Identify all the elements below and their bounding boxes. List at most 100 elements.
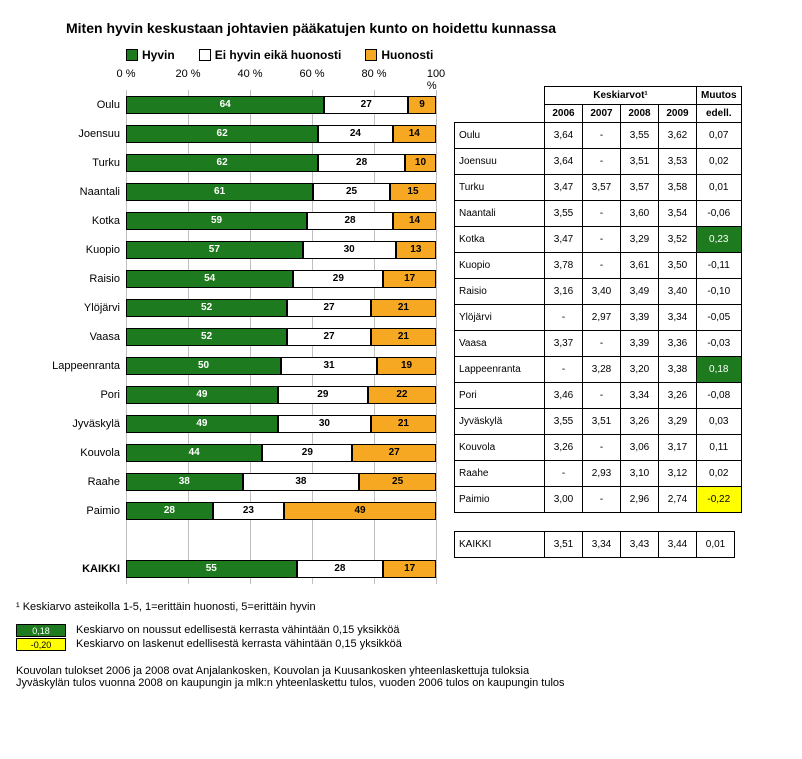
- seg-bad: 25: [359, 473, 436, 491]
- legend-good-swatch: [126, 49, 138, 61]
- cell-change: -0,08: [697, 383, 742, 409]
- cell-value: 3,47: [545, 227, 583, 253]
- axis-tick: 40 %: [237, 68, 262, 80]
- bar-row: Raisio542917: [16, 264, 446, 293]
- cell-value: -: [583, 253, 621, 279]
- cell-value: 3,17: [659, 435, 697, 461]
- bar-track: 522721: [126, 299, 436, 317]
- seg-neutral: 23: [213, 502, 284, 520]
- cell-city: Ylöjärvi: [455, 305, 545, 331]
- cell-value: 3,38: [659, 357, 697, 383]
- axis-tick: 80 %: [361, 68, 386, 80]
- bar-label: Joensuu: [16, 128, 126, 140]
- cell-change: -0,05: [697, 305, 742, 331]
- bar-row: Pori492922: [16, 380, 446, 409]
- cell-value: 3,57: [621, 175, 659, 201]
- legend-box-up: 0,18: [16, 624, 66, 637]
- bar-row-total: KAIKKI552817: [16, 554, 446, 583]
- cell-change: -0,03: [697, 331, 742, 357]
- cell-value: -: [583, 331, 621, 357]
- cell-value: -: [583, 435, 621, 461]
- cell-value: 3,37: [545, 331, 583, 357]
- cell-value: 3,58: [659, 175, 697, 201]
- cell-change: 0,02: [697, 461, 742, 487]
- seg-neutral: 25: [313, 183, 390, 201]
- seg-neutral: 28: [318, 154, 405, 172]
- cell-value: 2,74: [659, 487, 697, 513]
- cell-value: -: [583, 487, 621, 513]
- legend-neutral-label: Ei hyvin eikä huonosti: [215, 48, 342, 62]
- cell-city: Naantali: [455, 201, 545, 227]
- cell-value: 2,96: [621, 487, 659, 513]
- seg-bad: 49: [284, 502, 436, 520]
- table-row: Turku3,473,573,573,580,01: [455, 175, 742, 201]
- cell-value: 3,54: [659, 201, 697, 227]
- seg-neutral: 27: [287, 299, 371, 317]
- bar-track: 522721: [126, 328, 436, 346]
- bar-row: Oulu64279: [16, 90, 446, 119]
- cell-change: -0,06: [697, 201, 742, 227]
- cell-value: 3,39: [621, 331, 659, 357]
- table-row: Naantali3,55-3,603,54-0,06: [455, 201, 742, 227]
- cell-change: 0,11: [697, 435, 742, 461]
- cell-city: Vaasa: [455, 331, 545, 357]
- seg-neutral: 24: [318, 125, 392, 143]
- bar-track: 493021: [126, 415, 436, 433]
- cell-city: Kouvola: [455, 435, 545, 461]
- legend-box-down: -0,20: [16, 638, 66, 651]
- cell-change: 0,01: [697, 175, 742, 201]
- legend-good-label: Hyvin: [142, 48, 175, 62]
- cell-city: Joensuu: [455, 149, 545, 175]
- seg-good: 64: [126, 96, 324, 114]
- footnotes: ¹ Keskiarvo asteikolla 1-5, 1=erittäin h…: [16, 601, 786, 689]
- cell-change: -0,11: [697, 253, 742, 279]
- cell-value: 3,52: [659, 227, 697, 253]
- legend-bad-label: Huonosti: [381, 48, 433, 62]
- seg-neutral: 29: [293, 270, 383, 288]
- bar-track: 282349: [126, 502, 436, 520]
- cell-change: 0,23: [697, 227, 742, 253]
- legend-good: Hyvin: [126, 48, 175, 62]
- bar-track: 552817: [126, 560, 436, 578]
- cell-value: 3,55: [545, 201, 583, 227]
- bar-track: 492922: [126, 386, 436, 404]
- seg-good: 54: [126, 270, 293, 288]
- cell-value: 3,62: [659, 123, 697, 149]
- seg-good: 50: [126, 357, 281, 375]
- bar-row: Kouvola442927: [16, 438, 446, 467]
- table-row: Jyväskylä3,553,513,263,290,03: [455, 409, 742, 435]
- cell-value: -: [583, 201, 621, 227]
- seg-bad: 21: [371, 328, 436, 346]
- table-row: Ylöjärvi-2,973,393,34-0,05: [455, 305, 742, 331]
- table-row: Paimio3,00-2,962,74-0,22: [455, 487, 742, 513]
- bar-row: Ylöjärvi522721: [16, 293, 446, 322]
- seg-neutral: 38: [243, 473, 360, 491]
- cell-city: Pori: [455, 383, 545, 409]
- table-row: Pori3,46-3,343,26-0,08: [455, 383, 742, 409]
- cell-value: 3,57: [583, 175, 621, 201]
- bar-track: 612515: [126, 183, 436, 201]
- bar-track: 622414: [126, 125, 436, 143]
- table-row: Oulu3,64-3,553,620,07: [455, 123, 742, 149]
- axis-tick: 0 %: [117, 68, 136, 80]
- cell-value: 3,64: [545, 149, 583, 175]
- legend-neutral-swatch: [199, 49, 211, 61]
- seg-bad: 9: [408, 96, 436, 114]
- seg-bad: 10: [405, 154, 436, 172]
- th-year: 2006: [545, 105, 583, 123]
- th-change: Muutos: [697, 87, 742, 105]
- cell-value: 3,39: [621, 305, 659, 331]
- table-row: Joensuu3,64-3,513,530,02: [455, 149, 742, 175]
- cell-change: 0,02: [697, 149, 742, 175]
- cell-value: 3,20: [621, 357, 659, 383]
- seg-bad: 14: [393, 212, 436, 230]
- footnote-jyvaskyla: Jyväskylän tulos vuonna 2008 on kaupungi…: [16, 677, 786, 689]
- cell-value: 3,34: [659, 305, 697, 331]
- seg-good: 62: [126, 154, 318, 172]
- bar-track: 592814: [126, 212, 436, 230]
- table-row: Vaasa3,37-3,393,36-0,03: [455, 331, 742, 357]
- cell-value: 3,00: [545, 487, 583, 513]
- bar-label: Pori: [16, 389, 126, 401]
- legend-bad: Huonosti: [365, 48, 433, 62]
- bar-label: Raisio: [16, 273, 126, 285]
